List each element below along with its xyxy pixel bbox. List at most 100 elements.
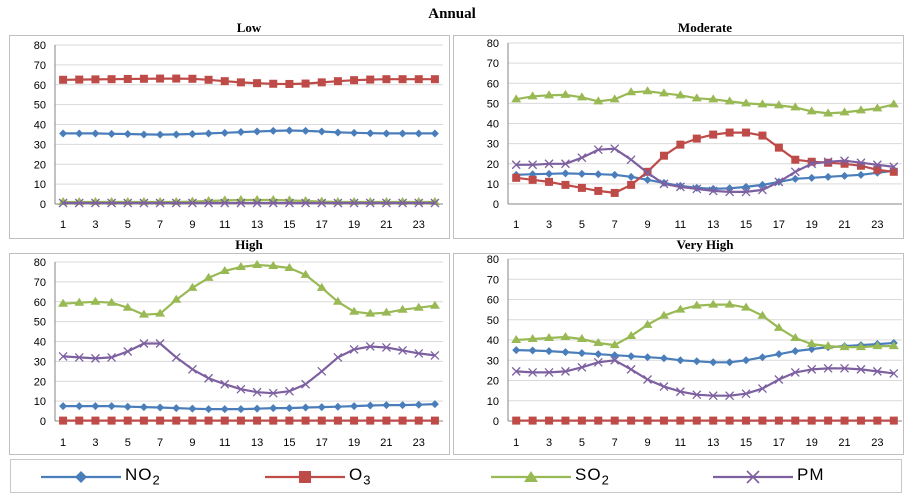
xtick-label-19: 19 <box>348 437 360 449</box>
data-point-no2 <box>139 403 148 412</box>
data-point-o3 <box>253 79 262 88</box>
data-point-so2 <box>658 88 669 97</box>
data-point-o3 <box>659 416 668 425</box>
xtick-label-17: 17 <box>316 219 328 231</box>
data-point-no2 <box>317 403 326 412</box>
data-point-pm <box>365 342 375 351</box>
data-point-pm <box>74 352 84 362</box>
data-point-o3 <box>528 416 537 425</box>
xtick-label-19: 19 <box>806 219 818 231</box>
ytick-label-30: 30 <box>487 355 499 367</box>
data-point-o3 <box>742 128 751 137</box>
data-point-o3 <box>709 130 718 139</box>
series-pm <box>58 339 440 398</box>
data-point-so2 <box>235 261 246 270</box>
ytick-label-70: 70 <box>487 274 499 286</box>
series-line-pm <box>63 342 436 395</box>
data-point-no2 <box>204 405 213 414</box>
xtick-label-7: 7 <box>612 437 618 449</box>
series-line-pm <box>516 359 894 397</box>
data-point-so2 <box>122 302 133 311</box>
data-point-o3 <box>414 416 423 425</box>
data-point-o3 <box>366 416 375 425</box>
data-point-pm <box>139 198 149 208</box>
xtick-label-3: 3 <box>92 219 98 231</box>
data-point-o3 <box>528 175 537 184</box>
data-point-pm <box>155 198 165 208</box>
data-point-pm <box>741 389 751 399</box>
data-point-no2 <box>807 173 816 182</box>
data-point-no2 <box>430 129 439 138</box>
data-point-so2 <box>658 310 669 319</box>
data-point-o3 <box>398 75 407 84</box>
data-point-o3 <box>107 75 116 84</box>
series-so2 <box>58 259 440 318</box>
ytick-label-40: 40 <box>34 337 46 349</box>
data-point-pm <box>284 198 294 208</box>
data-point-o3 <box>301 79 310 88</box>
data-point-pm <box>236 198 246 208</box>
data-point-o3 <box>172 416 181 425</box>
data-point-o3 <box>725 416 734 425</box>
data-point-so2 <box>219 265 230 274</box>
data-point-o3 <box>627 416 636 425</box>
data-point-pm <box>511 366 521 376</box>
data-point-o3 <box>285 79 294 88</box>
data-point-pm <box>593 357 603 367</box>
xtick-label-21: 21 <box>380 437 392 449</box>
data-point-no2 <box>561 348 570 357</box>
xtick-label-5: 5 <box>579 437 585 449</box>
data-point-so2 <box>90 296 101 305</box>
data-point-pm <box>511 160 521 170</box>
data-point-so2 <box>855 105 866 114</box>
data-point-pm <box>414 198 424 208</box>
xtick-label-17: 17 <box>773 437 785 449</box>
panel-frame-low <box>9 35 450 239</box>
data-point-no2 <box>659 354 668 363</box>
data-point-pm <box>708 391 718 401</box>
data-point-no2 <box>610 351 619 360</box>
data-point-pm <box>123 198 133 208</box>
data-point-pm <box>90 353 100 363</box>
data-point-so2 <box>187 282 198 291</box>
data-point-no2 <box>269 404 278 413</box>
xtick-label-17: 17 <box>773 219 785 231</box>
legend-triangle-marker <box>524 471 538 482</box>
data-point-o3 <box>91 75 100 84</box>
data-point-pm <box>301 198 311 208</box>
xtick-label-11: 11 <box>219 219 230 231</box>
data-point-pm <box>528 367 538 377</box>
data-point-no2 <box>398 401 407 410</box>
data-point-so2 <box>511 335 522 343</box>
data-point-pm <box>58 198 68 208</box>
data-point-o3 <box>366 75 375 84</box>
data-point-o3 <box>204 416 213 425</box>
data-point-o3 <box>139 74 148 83</box>
series-pm <box>511 144 899 197</box>
data-point-o3 <box>156 74 165 83</box>
data-point-no2 <box>123 402 132 411</box>
xtick-label-13: 13 <box>707 437 719 449</box>
xtick-label-9: 9 <box>189 437 195 449</box>
legend-marker-so2 <box>491 471 571 482</box>
data-point-so2 <box>593 338 604 347</box>
data-point-so2 <box>74 297 85 306</box>
data-point-no2 <box>269 126 278 135</box>
data-point-no2 <box>285 404 294 413</box>
ytick-label-0: 0 <box>40 199 46 211</box>
ytick-label-20: 20 <box>34 376 46 388</box>
xtick-label-21: 21 <box>838 219 850 231</box>
data-point-pm <box>365 198 375 208</box>
data-point-no2 <box>774 350 783 359</box>
ytick-label-10: 10 <box>34 396 46 408</box>
xtick-label-7: 7 <box>157 437 163 449</box>
data-point-o3 <box>333 77 342 86</box>
data-point-o3 <box>107 416 116 425</box>
xtick-label-13: 13 <box>251 437 263 449</box>
data-point-pm <box>268 198 278 208</box>
data-point-pm <box>187 364 197 374</box>
data-point-so2 <box>790 332 801 341</box>
data-point-pm <box>725 187 735 197</box>
data-point-o3 <box>414 75 423 84</box>
